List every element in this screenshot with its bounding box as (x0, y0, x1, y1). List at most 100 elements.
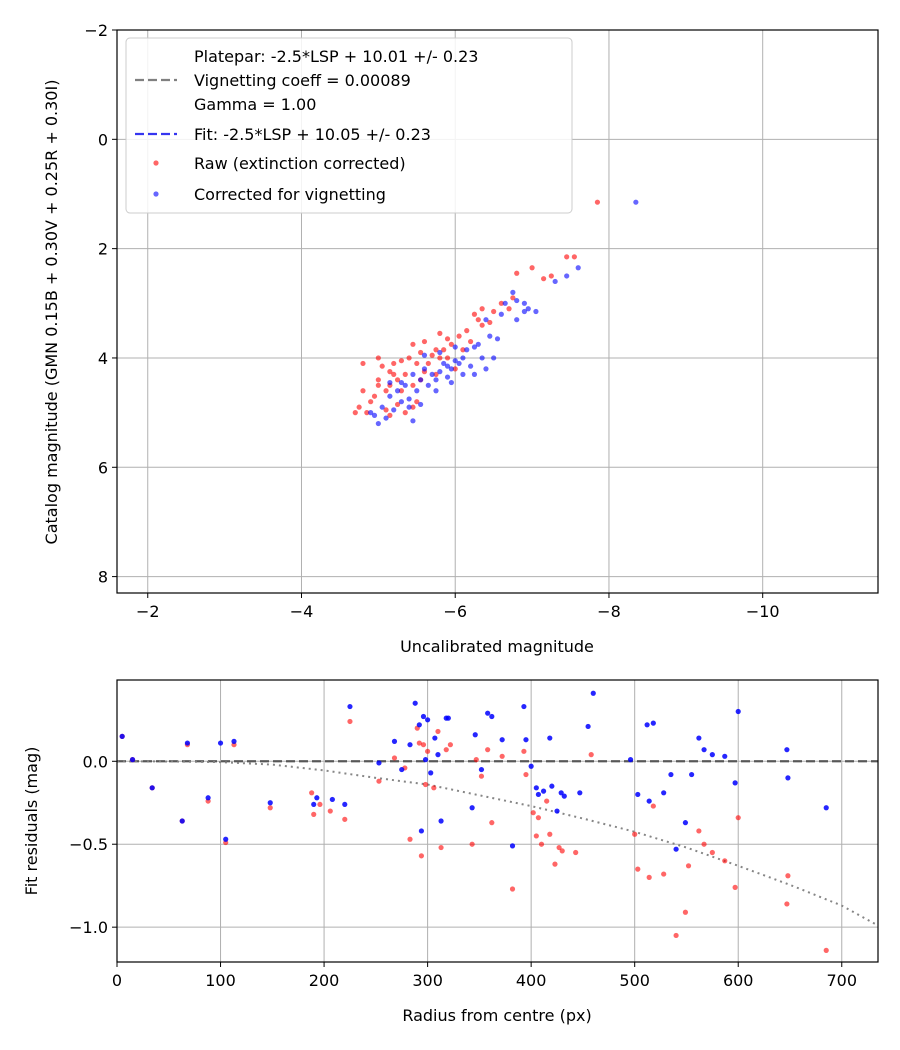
bot-point-raw (509, 886, 516, 892)
top-point-corrected (533, 308, 539, 315)
top-point-raw (391, 371, 397, 377)
top-point-corrected (521, 308, 528, 315)
top-point-corrected (406, 396, 412, 402)
top-point-corrected (421, 366, 428, 372)
top-point-corrected (487, 333, 493, 339)
bot-point-corrected (735, 708, 741, 715)
top-point-corrected (498, 311, 504, 317)
top-point-raw (571, 254, 577, 260)
bot-point-raw (785, 873, 791, 879)
bottom-x-axis-label: Radius from centre (px) (402, 1006, 591, 1025)
top-point-corrected (387, 393, 393, 399)
bot-point-corrected (184, 740, 191, 746)
top-y-tick-label: 6 (98, 458, 108, 477)
top-point-raw (360, 388, 366, 394)
bot-x-tick-label: 400 (516, 971, 547, 990)
top-point-corrected (514, 317, 520, 323)
bot-point-corrected (523, 737, 529, 743)
bot-point-corrected (732, 780, 738, 786)
top-point-raw (471, 311, 478, 317)
bot-y-tick-label: −1.0 (69, 918, 108, 937)
legend-raw-label: Raw (extinction corrected) (194, 154, 406, 173)
bot-point-corrected (528, 763, 534, 769)
legend-fit-label: Fit: -2.5*LSP + 10.05 +/- 0.23 (194, 125, 431, 144)
bot-point-raw (588, 752, 594, 758)
bot-point-corrected (577, 790, 583, 796)
top-point-corrected (491, 355, 497, 361)
bot-point-corrected (428, 770, 434, 776)
top-point-corrected (444, 374, 451, 380)
top-point-raw (460, 347, 466, 353)
bot-point-corrected (590, 690, 596, 696)
bot-line-vignetting-curve (117, 760, 878, 927)
bot-point-corrected (205, 795, 211, 801)
bot-point-corrected (635, 791, 641, 798)
bot-point-raw (635, 866, 641, 872)
bot-x-tick-label: 500 (619, 971, 650, 990)
top-point-raw (356, 404, 362, 410)
top-point-raw (368, 399, 374, 405)
bot-point-corrected (445, 715, 451, 721)
top-point-raw (510, 295, 516, 301)
bot-point-raw (547, 831, 553, 837)
top-point-raw (433, 371, 439, 377)
bot-point-corrected (422, 757, 429, 763)
bot-point-corrected (696, 735, 702, 741)
top-ticks: −2 −4 −6 −8 −10 −2 0 2 4 6 8 (84, 21, 779, 621)
bot-point-raw (709, 849, 715, 856)
top-y-tick-label: 4 (98, 349, 108, 368)
top-point-corrected (444, 363, 451, 369)
bot-point-raw (646, 874, 652, 881)
top-point-raw (498, 300, 504, 306)
top-point-corrected (468, 363, 474, 369)
top-y-tick-label: 2 (98, 240, 108, 259)
bot-point-corrected (432, 735, 438, 741)
bot-point-corrected (485, 710, 491, 716)
top-y-tick-label: 8 (98, 568, 108, 587)
bot-point-raw (418, 853, 424, 859)
top-point-raw (383, 388, 389, 394)
top-y-tick-label: −2 (84, 21, 108, 40)
legend-platepar-label-3: Gamma = 1.00 (194, 95, 316, 114)
legend-platepar-label-2: Vignetting coeff = 0.00089 (194, 71, 411, 90)
top-point-raw (402, 371, 408, 377)
top-point-corrected (471, 344, 478, 350)
top-point-raw (414, 399, 420, 405)
top-point-raw (394, 401, 401, 408)
bot-point-raw (823, 947, 829, 953)
bottom-ticks: 0 100 200 300 400 500 600 700 0.0 −0.5 −1.0 (69, 752, 857, 990)
top-point-corrected (437, 369, 443, 375)
top-point-raw (437, 355, 443, 361)
top-point-corrected (383, 415, 389, 421)
top-point-raw (452, 366, 458, 372)
top-y-tick-label: 0 (98, 130, 108, 149)
top-point-raw (421, 338, 428, 345)
top-point-raw (444, 336, 451, 342)
top-point-corrected (521, 300, 528, 306)
top-point-raw (375, 382, 381, 388)
top-point-raw (441, 347, 447, 353)
top-point-raw (444, 355, 451, 361)
top-point-raw (375, 377, 381, 383)
bot-point-raw (696, 828, 702, 834)
top-point-corrected (398, 379, 405, 386)
top-point-corrected (402, 382, 408, 388)
bot-point-raw (632, 831, 638, 837)
bot-x-tick-label: 200 (309, 971, 340, 990)
top-point-corrected (575, 265, 581, 271)
top-points (352, 199, 639, 427)
bot-point-raw (544, 798, 550, 804)
bot-point-corrected (438, 818, 444, 824)
bot-point-corrected (489, 713, 495, 720)
top-point-corrected (421, 352, 428, 358)
top-point-corrected (510, 289, 516, 295)
top-y-axis-label: Catalog magnitude (GMN 0.15B + 0.30V + 0… (42, 80, 61, 545)
top-point-raw (383, 407, 389, 413)
bot-point-corrected (231, 738, 237, 744)
bot-point-raw (521, 748, 527, 754)
bot-point-raw (347, 718, 353, 725)
bot-point-raw (552, 861, 558, 867)
top-point-raw (548, 273, 554, 279)
top-point-raw (425, 360, 431, 367)
